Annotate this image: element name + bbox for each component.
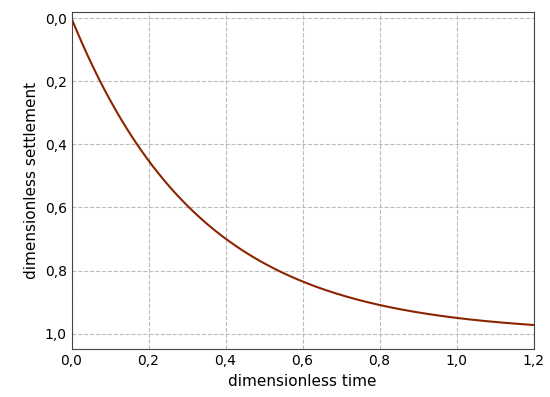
Y-axis label: dimensionless settlement: dimensionless settlement xyxy=(24,82,39,279)
X-axis label: dimensionless time: dimensionless time xyxy=(228,374,377,389)
